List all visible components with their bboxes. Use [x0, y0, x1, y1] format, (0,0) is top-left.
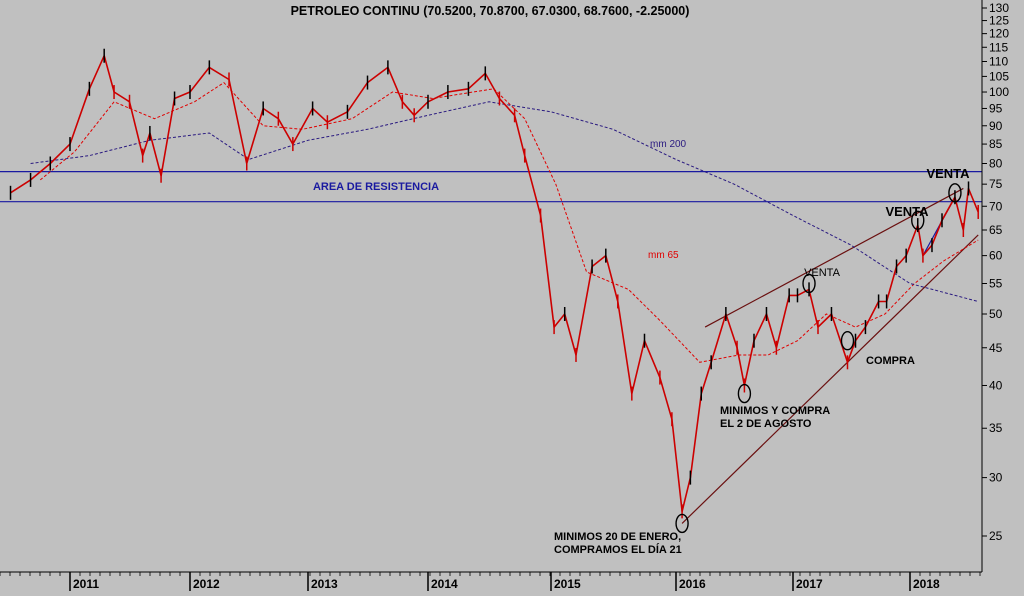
- annotation-label: mm 65: [648, 250, 679, 261]
- y-tick-label: 85: [989, 137, 1003, 151]
- x-tick-label: 2016: [679, 577, 706, 591]
- annotation-label: mm 200: [650, 139, 687, 150]
- annotation-label: COMPRA: [866, 355, 915, 367]
- price-series: [10, 54, 979, 513]
- x-tick-label: 2018: [913, 577, 940, 591]
- y-tick-label: 95: [989, 101, 1003, 115]
- y-tick-label: 35: [989, 421, 1003, 435]
- series-mm-65: [39, 81, 979, 363]
- x-tick-label: 2011: [73, 577, 99, 591]
- series-mm-200: [30, 101, 979, 302]
- y-tick-label: 130: [989, 1, 1009, 15]
- annotation-label: VENTA: [804, 267, 841, 279]
- trend-line-support: [681, 234, 979, 524]
- y-tick-label: 110: [989, 55, 1008, 69]
- annotation-label: COMPRAMOS EL DÍA 21: [554, 543, 682, 556]
- y-tick-label: 50: [989, 307, 1003, 321]
- x-tick-label: 2012: [193, 577, 220, 591]
- x-tick-label: 2017: [796, 577, 823, 591]
- y-tick-label: 105: [989, 69, 1009, 83]
- annotation-label: AREA DE RESISTENCIA: [313, 181, 439, 193]
- y-tick-label: 30: [989, 471, 1003, 485]
- y-tick-label: 125: [989, 14, 1009, 28]
- annotation-label: EL 2 DE AGOSTO: [720, 418, 812, 430]
- y-tick-label: 90: [989, 119, 1003, 133]
- x-tick-label: 2014: [431, 577, 458, 591]
- y-tick-label: 40: [989, 378, 1003, 392]
- marker-circle: [911, 210, 925, 230]
- annotation-label: MINIMOS Y COMPRA: [720, 405, 830, 417]
- annotation-label: VENTA: [926, 166, 970, 181]
- y-tick-label: 100: [989, 85, 1009, 99]
- y-tick-label: 55: [989, 276, 1003, 290]
- y-tick-label: 65: [989, 223, 1003, 237]
- marker-circle: [737, 383, 752, 404]
- marker-circle: [840, 331, 855, 351]
- y-tick-label: 60: [989, 249, 1003, 263]
- marker-circle: [675, 513, 689, 534]
- marker-circle: [802, 273, 816, 294]
- annotation-label: MINIMOS 20 DE ENERO,: [554, 531, 681, 543]
- y-tick-label: 120: [989, 27, 1009, 41]
- y-tick-label: 75: [989, 177, 1003, 191]
- y-tick-label: 45: [989, 341, 1003, 355]
- chart-title: PETROLEO CONTINU (70.5200, 70.8700, 67.0…: [291, 4, 690, 18]
- y-tick-label: 70: [989, 199, 1003, 213]
- x-tick-label: 2013: [311, 577, 338, 591]
- y-tick-label: 115: [989, 40, 1008, 54]
- y-tick-label: 25: [989, 529, 1003, 543]
- x-tick-label: 2015: [554, 577, 581, 591]
- annotation-label: VENTA: [885, 204, 929, 219]
- y-tick-label: 80: [989, 156, 1003, 170]
- marker-circle: [948, 183, 962, 203]
